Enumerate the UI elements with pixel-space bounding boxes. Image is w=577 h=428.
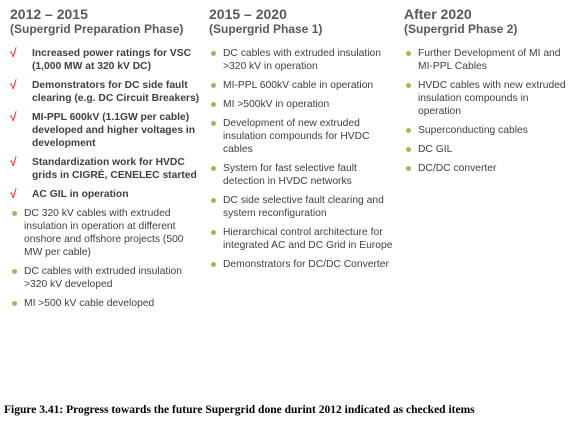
list-item: Superconducting cables bbox=[404, 124, 574, 137]
list-item: Demonstrators for DC/DC Converter bbox=[209, 258, 399, 271]
bullet-icon bbox=[211, 262, 216, 267]
column-2015-2020: 2015 – 2020 (Supergrid Phase 1) DC cable… bbox=[209, 6, 399, 277]
column-2012-2015: 2012 – 2015 (Supergrid Preparation Phase… bbox=[10, 6, 200, 316]
item-text: DC GIL bbox=[418, 144, 453, 155]
bullet-icon bbox=[211, 83, 216, 88]
list-item: DC cables with extruded insulation >320 … bbox=[10, 265, 200, 291]
checkmark-icon: √ bbox=[10, 78, 17, 92]
item-text: Demonstrators for DC side fault clearing… bbox=[32, 80, 200, 104]
bullet-icon bbox=[406, 128, 411, 133]
list-item: MI >500kV in operation bbox=[209, 98, 399, 111]
item-text: HVDC cables with new extruded insulation… bbox=[418, 80, 566, 117]
item-text: Further Development of MI and MI-PPL Cab… bbox=[418, 48, 561, 72]
column-title: 2012 – 2015 bbox=[10, 6, 88, 22]
item-list: √ Increased power ratings for VSC (1,000 … bbox=[10, 47, 200, 310]
checkmark-icon: √ bbox=[10, 110, 17, 124]
item-text: Demonstrators for DC/DC Converter bbox=[223, 259, 389, 270]
column-subtitle: (Supergrid Phase 1) bbox=[209, 22, 323, 36]
bullet-icon bbox=[211, 198, 216, 203]
item-text: Hierarchical control architecture for in… bbox=[223, 227, 393, 251]
checked-item: √ MI-PPL 600kV (1.1GW per cable) develope… bbox=[10, 111, 200, 150]
item-list: Further Development of MI and MI-PPL Cab… bbox=[404, 47, 574, 175]
item-text: MI-PPL 600kV cable in operation bbox=[223, 80, 374, 91]
checked-item: √ Increased power ratings for VSC (1,000 … bbox=[10, 47, 200, 73]
bullet-icon bbox=[12, 301, 17, 306]
column-title: After 2020 bbox=[404, 6, 472, 22]
item-text: DC cables with extruded insulation >320 … bbox=[24, 266, 182, 290]
checked-item: √ AC GIL in operation bbox=[10, 188, 200, 201]
item-text: MI >500kV in operation bbox=[223, 99, 330, 110]
checked-item: √ Demonstrators for DC side fault clearin… bbox=[10, 79, 200, 105]
list-item: DC side selective fault clearing and sys… bbox=[209, 194, 399, 220]
list-item: DC 320 kV cables with extruded insulatio… bbox=[10, 207, 200, 259]
column-subtitle: (Supergrid Preparation Phase) bbox=[10, 22, 184, 36]
list-item: DC GIL bbox=[404, 143, 574, 156]
item-text: Increased power ratings for VSC (1,000 M… bbox=[32, 48, 192, 72]
item-text: DC cables with extruded insulation >320 … bbox=[223, 48, 381, 72]
item-text: AC GIL in operation bbox=[32, 189, 129, 200]
bullet-icon bbox=[211, 166, 216, 171]
list-item: Hierarchical control architecture for in… bbox=[209, 226, 399, 252]
bullet-icon bbox=[12, 211, 17, 216]
bullet-icon bbox=[211, 51, 216, 56]
list-item: Further Development of MI and MI-PPL Cab… bbox=[404, 47, 574, 73]
list-item: HVDC cables with new extruded insulation… bbox=[404, 79, 574, 118]
column-title: 2015 – 2020 bbox=[209, 6, 287, 22]
item-text: MI-PPL 600kV (1.1GW per cable) developed… bbox=[32, 112, 196, 149]
bullet-icon bbox=[406, 147, 411, 152]
list-item: Development of new extruded insulation c… bbox=[209, 117, 399, 156]
list-item: System for fast selective fault detectio… bbox=[209, 162, 399, 188]
list-item: MI >500 kV cable developed bbox=[10, 297, 200, 310]
column-subtitle: (Supergrid Phase 2) bbox=[404, 22, 518, 36]
item-text: Standardization work for HVDC grids in C… bbox=[32, 157, 197, 181]
item-text: DC/DC converter bbox=[418, 163, 497, 174]
item-text: DC side selective fault clearing and sys… bbox=[223, 195, 384, 219]
bullet-icon bbox=[12, 269, 17, 274]
item-list: DC cables with extruded insulation >320 … bbox=[209, 47, 399, 271]
checkmark-icon: √ bbox=[10, 155, 17, 169]
column-after-2020: After 2020 (Supergrid Phase 2) Further D… bbox=[404, 6, 574, 181]
list-item: MI-PPL 600kV cable in operation bbox=[209, 79, 399, 92]
checkmark-icon: √ bbox=[10, 46, 17, 60]
item-text: Superconducting cables bbox=[418, 125, 528, 136]
figure-caption: Figure 3.41: Progress towards the future… bbox=[4, 404, 475, 416]
bullet-icon bbox=[406, 166, 411, 171]
checkmark-icon: √ bbox=[10, 187, 17, 201]
list-item: DC cables with extruded insulation >320 … bbox=[209, 47, 399, 73]
bullet-icon bbox=[406, 83, 411, 88]
item-text: Development of new extruded insulation c… bbox=[223, 118, 370, 155]
list-item: DC/DC converter bbox=[404, 162, 574, 175]
item-text: DC 320 kV cables with extruded insulatio… bbox=[24, 208, 184, 258]
bullet-icon bbox=[211, 121, 216, 126]
checked-item: √ Standardization work for HVDC grids in … bbox=[10, 156, 200, 182]
bullet-icon bbox=[406, 51, 411, 56]
bullet-icon bbox=[211, 102, 216, 107]
bullet-icon bbox=[211, 230, 216, 235]
item-text: System for fast selective fault detectio… bbox=[223, 163, 357, 187]
item-text: MI >500 kV cable developed bbox=[24, 298, 155, 309]
